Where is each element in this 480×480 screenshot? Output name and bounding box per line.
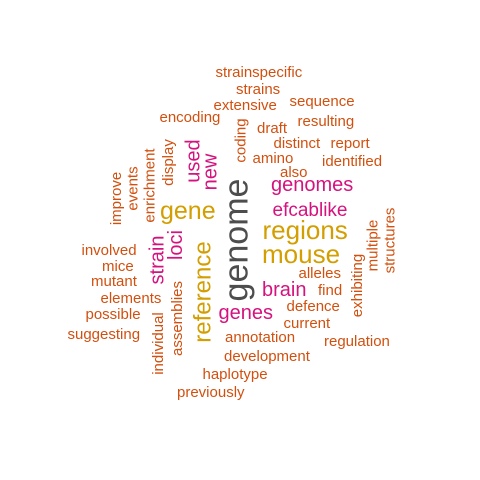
- word-distinct: distinct: [273, 134, 321, 152]
- word-mice: mice: [102, 257, 134, 275]
- word-improve: improve: [107, 171, 125, 225]
- word-extensive: extensive: [213, 96, 277, 114]
- word-regulation: regulation: [324, 332, 390, 350]
- word-suggesting: suggesting: [67, 325, 141, 343]
- word-genes: genes: [218, 302, 274, 324]
- word-haplotype: haplotype: [202, 365, 268, 383]
- word-individual: individual: [149, 311, 167, 375]
- word-structures: structures: [381, 207, 399, 273]
- word-gene: gene: [160, 196, 216, 225]
- word-current: current: [283, 314, 331, 332]
- word-strainspecific: strainspecific: [215, 63, 303, 81]
- word-new: new: [198, 153, 221, 191]
- word-draft: draft: [257, 119, 288, 137]
- word-enrichment: enrichment: [141, 147, 159, 223]
- word-exhibiting: exhibiting: [348, 253, 366, 317]
- word-identified: identified: [322, 152, 383, 170]
- word-multiple: multiple: [364, 219, 382, 271]
- word-mouse: mouse: [262, 239, 341, 269]
- word-elements: elements: [100, 289, 162, 307]
- word-alleles: alleles: [298, 264, 342, 282]
- word-find: find: [318, 281, 343, 299]
- word-development: development: [224, 347, 310, 365]
- word-amino: amino: [252, 149, 294, 167]
- word-efcablike: efcablike: [272, 199, 348, 221]
- word-also: also: [280, 163, 308, 181]
- word-assemblies: assemblies: [168, 280, 186, 356]
- word-report: report: [330, 134, 370, 152]
- word-annotation: annotation: [225, 328, 296, 346]
- word-loci: loci: [165, 229, 188, 261]
- word-brain: brain: [262, 279, 307, 301]
- word-resulting: resulting: [297, 112, 355, 130]
- word-involved: involved: [81, 241, 137, 259]
- word-strain: strain: [145, 235, 168, 285]
- word-mutant: mutant: [91, 272, 137, 290]
- word-genome: genome: [216, 178, 255, 302]
- word-events: events: [124, 165, 142, 211]
- word-strains: strains: [236, 80, 281, 98]
- word-regions: regions: [262, 215, 348, 245]
- word-display: display: [159, 138, 177, 186]
- word-previously: previously: [177, 383, 245, 401]
- word-coding: coding: [232, 117, 250, 163]
- word-possible: possible: [85, 305, 141, 323]
- word-sequence: sequence: [289, 92, 355, 110]
- word-defence: defence: [286, 297, 340, 315]
- word-genomes: genomes: [271, 174, 354, 196]
- word-reference: reference: [189, 241, 217, 343]
- word-encoding: encoding: [159, 108, 221, 126]
